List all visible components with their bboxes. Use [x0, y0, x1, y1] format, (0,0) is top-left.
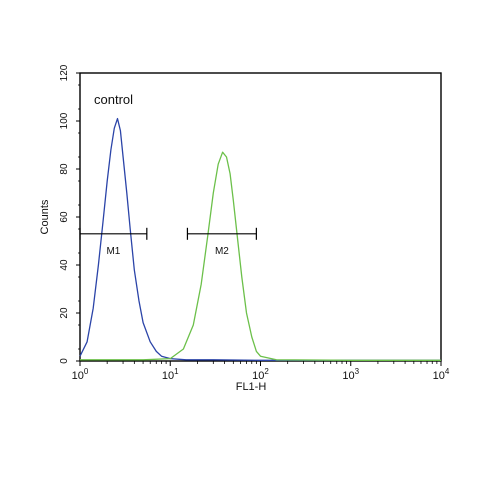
y-tick-label: 20 — [59, 307, 70, 319]
x-axis-label: FL1-H — [236, 381, 267, 393]
gate-layer: M1 M2 — [79, 227, 257, 257]
x-tick-label: 102 — [252, 367, 269, 382]
x-axis: 100 101 102 103 104 — [72, 361, 450, 382]
y-axis-label: Counts — [39, 199, 51, 234]
series-line-1 — [79, 117, 441, 361]
y-tick-label: 60 — [59, 211, 70, 223]
series-line-2 — [80, 151, 441, 361]
x-tick-label: 100 — [72, 367, 89, 382]
x-tick-label: 104 — [433, 367, 450, 382]
y-tick-label: 40 — [59, 259, 70, 271]
x-tick-label: 103 — [342, 367, 359, 382]
x-tick-label: 101 — [162, 367, 179, 382]
legend-label-control: control — [94, 92, 133, 107]
y-tick-label: 0 — [59, 358, 70, 364]
series-layer — [79, 117, 441, 361]
y-tick-label: 120 — [59, 64, 70, 81]
gate-m2-label: M2 — [215, 246, 229, 257]
plot-frame — [79, 72, 442, 362]
gate-m1-label: M1 — [106, 246, 120, 257]
y-axis: 0 20 40 60 80 100 120 — [59, 64, 80, 364]
y-tick-label: 100 — [59, 112, 70, 129]
y-tick-label: 80 — [59, 163, 70, 175]
